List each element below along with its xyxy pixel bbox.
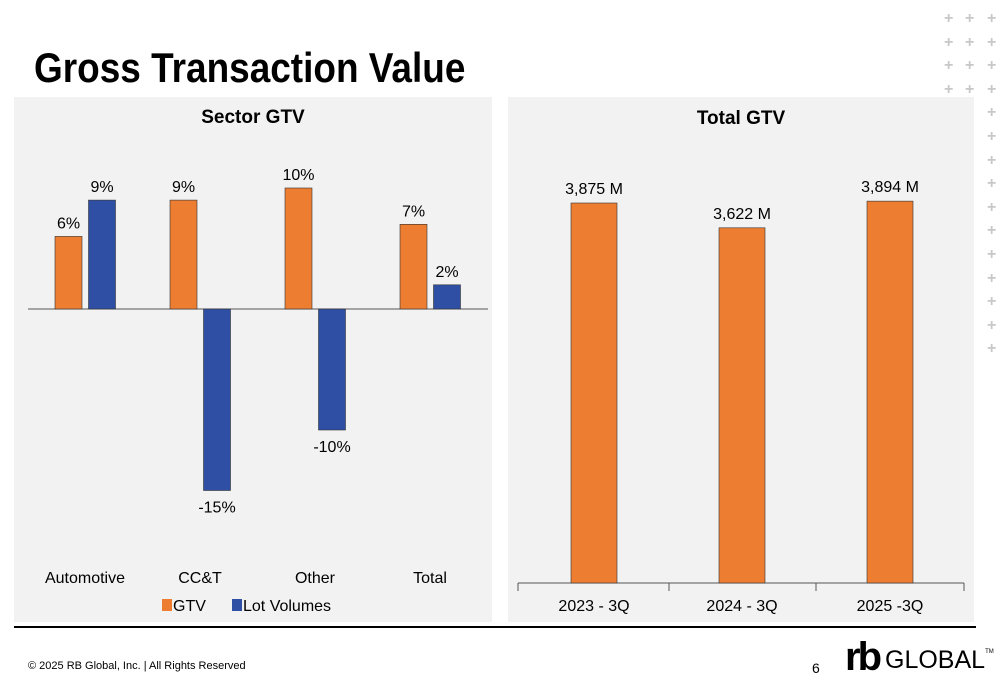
bar-gtv bbox=[399, 224, 428, 310]
legend-label: Lot Volumes bbox=[243, 598, 331, 615]
data-label: 10% bbox=[282, 167, 314, 184]
category-label: Automotive bbox=[45, 570, 125, 587]
data-label: 9% bbox=[90, 179, 113, 196]
plus-icon: + bbox=[987, 340, 997, 358]
plus-icon: + bbox=[965, 57, 975, 75]
data-label: 3,622 M bbox=[713, 206, 771, 223]
bar-lot-volumes bbox=[88, 199, 116, 310]
category-label: 2024 - 3Q bbox=[706, 598, 777, 615]
category-label: CC&T bbox=[178, 570, 222, 587]
plus-icon: + bbox=[987, 198, 997, 216]
plus-icon: + bbox=[944, 10, 954, 27]
bar-total-gtv bbox=[718, 227, 766, 584]
legend-label: GTV bbox=[173, 598, 206, 615]
plus-icon: + bbox=[987, 128, 997, 145]
legend-swatch bbox=[232, 599, 242, 611]
data-label: 6% bbox=[57, 215, 80, 232]
footer-divider bbox=[14, 626, 976, 628]
plus-icon: + bbox=[987, 80, 997, 98]
data-label: 3,894 M bbox=[861, 179, 919, 196]
sector-chart-title: Sector GTV bbox=[201, 107, 305, 128]
plus-icon: + bbox=[944, 57, 954, 75]
plus-icon: + bbox=[965, 33, 975, 51]
category-label: Other bbox=[295, 570, 336, 587]
plus-icon: + bbox=[987, 293, 997, 311]
plus-icon: + bbox=[987, 151, 997, 169]
category-label: 2023 - 3Q bbox=[558, 598, 629, 615]
bar-lot-volumes bbox=[318, 308, 346, 431]
legend-swatch bbox=[162, 599, 172, 611]
bar-total-gtv bbox=[866, 200, 914, 584]
plus-icon: + bbox=[987, 316, 997, 334]
copyright: © 2025 RB Global, Inc. | All Rights Rese… bbox=[28, 660, 246, 672]
plus-icon: + bbox=[987, 57, 997, 75]
bar-gtv bbox=[284, 187, 313, 310]
plus-icon: + bbox=[944, 80, 954, 98]
sector-gtv-panel bbox=[14, 97, 492, 622]
plus-icon: + bbox=[987, 246, 997, 263]
plus-icon: + bbox=[965, 10, 975, 27]
data-label: 3,875 M bbox=[565, 181, 623, 198]
data-label: 2% bbox=[435, 264, 458, 281]
data-label: 7% bbox=[402, 203, 425, 220]
category-label: 2025 -3Q bbox=[857, 598, 924, 615]
data-label: 9% bbox=[172, 179, 195, 196]
data-label: -15% bbox=[198, 500, 235, 517]
plus-icon: + bbox=[965, 80, 975, 98]
plus-icon: + bbox=[987, 175, 997, 193]
data-label: -10% bbox=[313, 439, 350, 456]
page-title: Gross Transaction Value bbox=[34, 44, 466, 91]
bar-lot-volumes bbox=[203, 308, 231, 491]
total-chart-title: Total GTV bbox=[697, 108, 786, 129]
rb-global-logo: rb GLOBAL TM bbox=[845, 635, 994, 679]
plus-icon: + bbox=[944, 33, 954, 51]
plus-icon: + bbox=[987, 104, 997, 122]
bar-gtv bbox=[54, 236, 83, 310]
bar-lot-volumes bbox=[433, 284, 461, 310]
plus-icon: + bbox=[987, 33, 997, 51]
category-label: Total bbox=[413, 570, 447, 587]
bar-gtv bbox=[169, 199, 198, 310]
page-number: 6 bbox=[812, 660, 820, 676]
bar-total-gtv bbox=[570, 202, 618, 584]
plus-icon: + bbox=[987, 10, 997, 27]
plus-icon: + bbox=[987, 269, 997, 287]
plus-icon: + bbox=[987, 222, 997, 240]
